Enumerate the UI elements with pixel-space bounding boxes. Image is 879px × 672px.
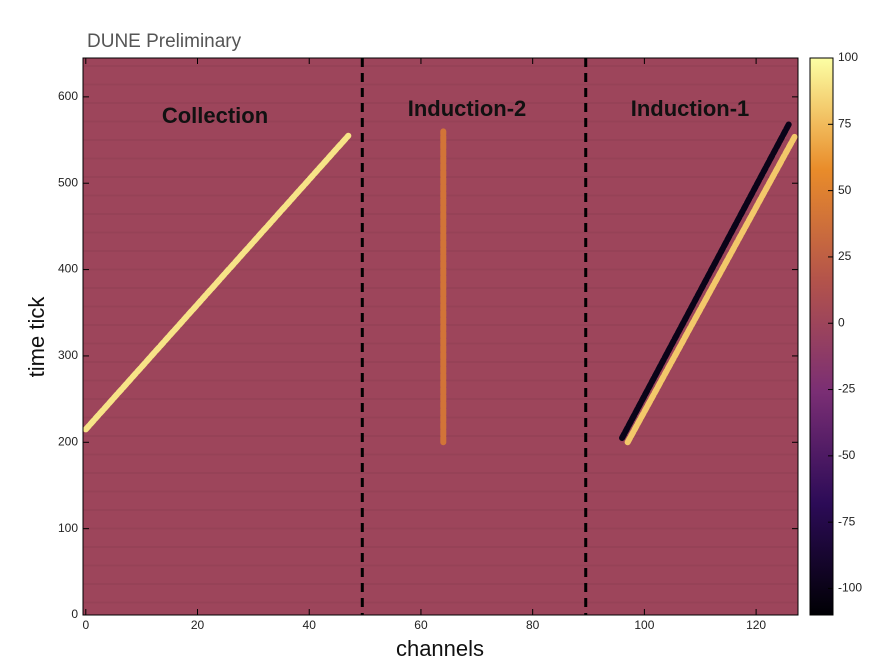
region-label: Collection [162,103,268,128]
x-tick-label: 120 [746,618,766,632]
y-tick-label: 200 [58,434,78,448]
y-tick-label: 400 [58,262,78,276]
x-tick-label: 100 [634,618,654,632]
colorbar-tick-label: 75 [838,116,852,130]
x-tick-label: 80 [526,618,540,632]
x-tick-label: 60 [414,618,428,632]
y-tick-label: 500 [58,175,78,189]
colorbar-tick-label: -25 [838,382,856,396]
y-tick-label: 0 [71,607,78,621]
x-tick-label: 0 [82,618,89,632]
x-tick-label: 20 [191,618,205,632]
x-tick-label: 40 [303,618,317,632]
track [624,132,799,446]
plot-frame [82,57,799,616]
y-tick-label: 600 [58,89,78,103]
chart-title: DUNE Preliminary [87,31,242,52]
colorbar-tick-label: 25 [838,249,852,263]
track [619,119,793,441]
y-tick-label: 100 [58,521,78,535]
x-axis-label: channels [396,636,484,661]
colorbar-tick-label: -75 [838,514,856,528]
colorbar [809,57,834,616]
track [82,132,352,433]
y-axis-label: time tick [24,296,49,378]
colorbar-tick-label: 100 [838,50,858,64]
region-label: Induction-1 [631,96,750,121]
colorbar-tick-label: 50 [838,183,852,197]
colorbar-tick-label: 0 [838,315,845,329]
region-label: Induction-2 [408,96,527,121]
colorbar-tick-label: -50 [838,448,856,462]
y-tick-label: 300 [58,348,78,362]
colorbar-tick-label: -100 [838,581,862,595]
